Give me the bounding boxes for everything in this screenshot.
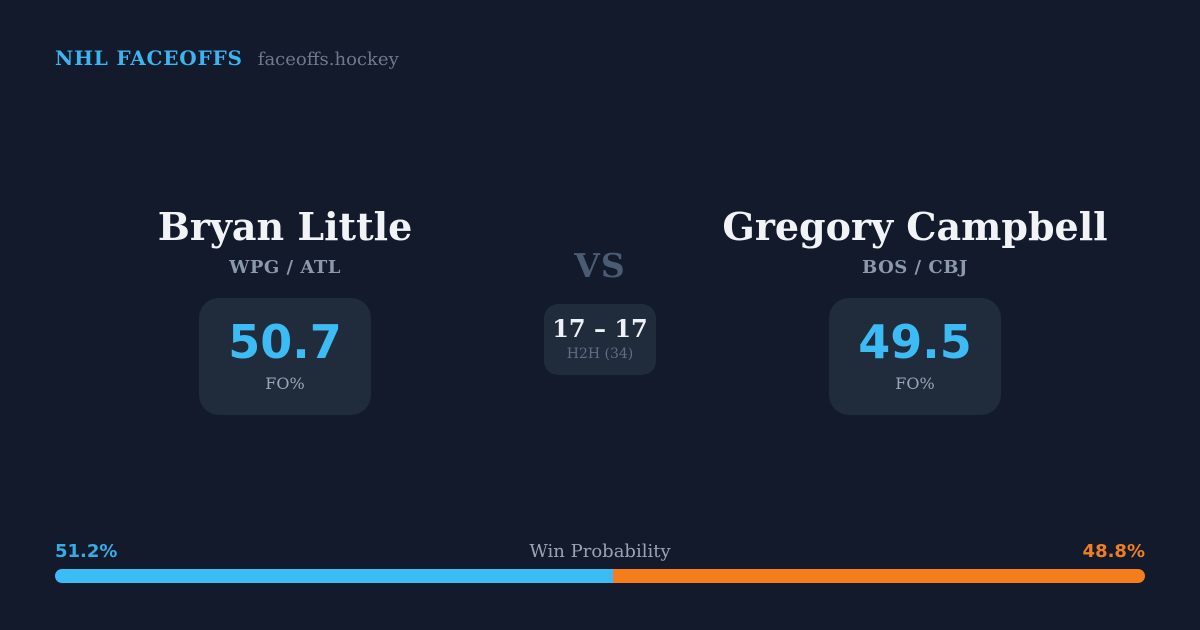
win-prob-title: Win Probability: [529, 541, 671, 562]
fo-stat-box-right: 49.5 FO%: [829, 297, 1001, 415]
win-probability-labels: 51.2% Win Probability 48.8%: [55, 541, 1145, 563]
h2h-box: 17 – 17 H2H (34): [544, 304, 656, 376]
center-column: VS 17 – 17 H2H (34): [500, 246, 700, 376]
fo-pct-left: 50.7: [228, 315, 342, 370]
player-teams-right: BOS / CBJ: [862, 256, 968, 278]
player-name-left: Bryan Little: [157, 204, 413, 249]
fo-label-left: FO%: [265, 374, 305, 394]
h2h-score: 17 – 17: [552, 314, 648, 344]
player-column-right: Gregory Campbell BOS / CBJ 49.5 FO%: [715, 205, 1115, 415]
player-column-left: Bryan Little WPG / ATL 50.7 FO%: [85, 205, 485, 415]
win-prob-right-pct: 48.8%: [1082, 541, 1145, 562]
fo-label-right: FO%: [895, 374, 935, 394]
win-probability-bar: [55, 569, 1145, 583]
win-bar-left-fill: [55, 569, 614, 583]
site-url: faceoffs.hockey: [257, 49, 399, 70]
win-prob-left-pct: 51.2%: [55, 541, 118, 562]
header: NHL FACEOFFS faceoffs.hockey: [55, 46, 399, 70]
vs-label: VS: [574, 246, 626, 285]
h2h-sub-label: H2H (34): [566, 346, 634, 363]
win-bar-right-fill: [613, 569, 1145, 583]
player-teams-left: WPG / ATL: [229, 256, 341, 278]
fo-pct-right: 49.5: [858, 315, 972, 370]
brand-title: NHL FACEOFFS: [55, 46, 243, 70]
player-name-right: Gregory Campbell: [722, 204, 1108, 249]
fo-stat-box-left: 50.7 FO%: [199, 297, 371, 415]
